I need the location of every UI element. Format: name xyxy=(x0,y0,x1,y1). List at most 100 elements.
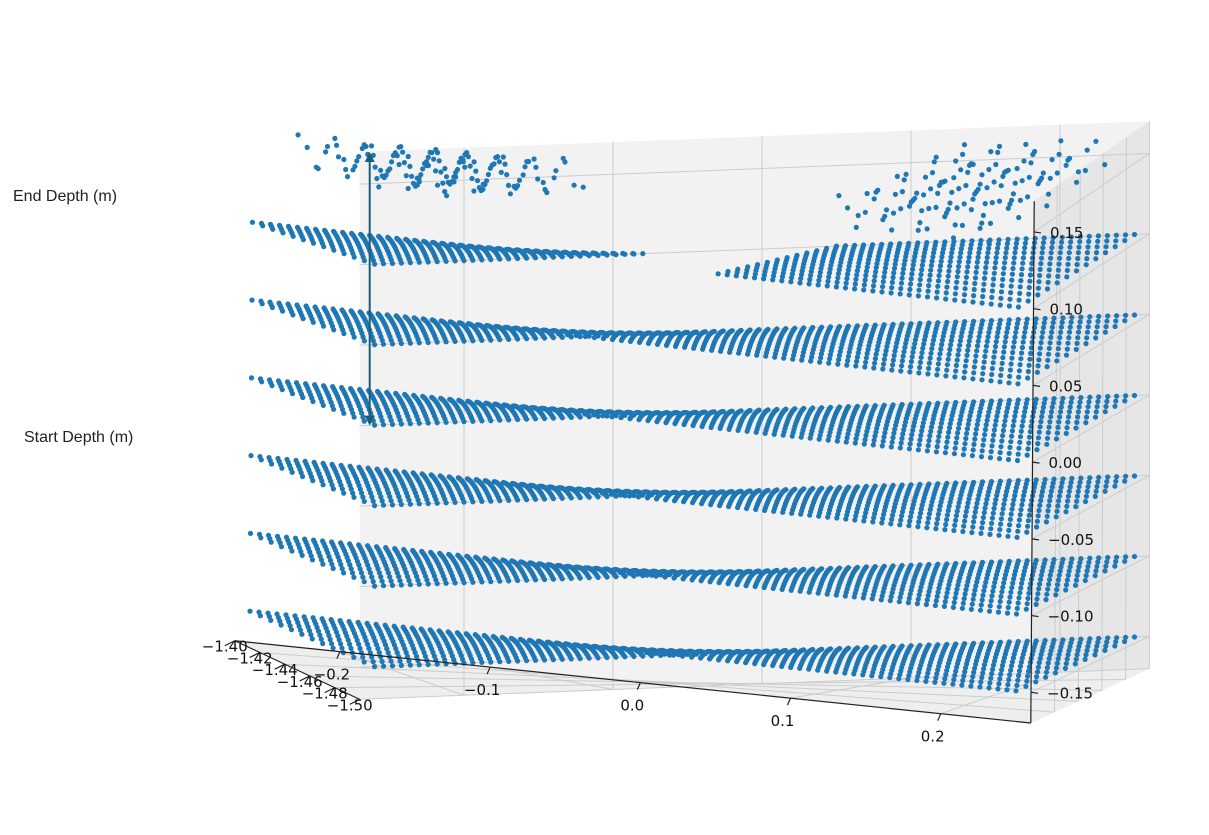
data-point xyxy=(1048,409,1055,415)
data-point xyxy=(978,454,985,460)
data-point xyxy=(1010,580,1016,586)
data-point xyxy=(707,656,713,662)
data-point xyxy=(969,453,976,459)
data-point xyxy=(717,503,723,509)
data-point xyxy=(992,501,998,507)
data-point xyxy=(635,494,642,500)
data-point xyxy=(348,566,354,572)
data-point xyxy=(350,490,356,496)
data-point xyxy=(952,672,958,678)
data-point xyxy=(406,658,412,664)
data-point xyxy=(1004,488,1010,495)
data-point xyxy=(980,592,986,598)
data-point xyxy=(278,622,284,628)
data-point xyxy=(970,674,976,680)
data-point xyxy=(1053,592,1059,598)
data-point xyxy=(926,515,932,521)
data-point xyxy=(380,502,387,508)
data-point xyxy=(1049,564,1055,570)
data-point xyxy=(943,521,949,528)
data-point xyxy=(916,669,922,676)
data-point xyxy=(1029,572,1035,578)
data-point xyxy=(311,537,317,543)
data-point xyxy=(963,665,969,671)
data-point xyxy=(1024,601,1030,607)
data-point xyxy=(327,636,333,643)
data-point xyxy=(258,298,264,304)
data-point xyxy=(1068,560,1074,566)
data-point xyxy=(969,601,975,607)
data-point xyxy=(473,477,479,483)
data-point xyxy=(407,501,413,507)
data-point xyxy=(564,331,571,338)
data-point xyxy=(889,516,895,523)
data-point xyxy=(872,511,878,517)
data-point xyxy=(951,527,957,534)
data-point xyxy=(935,438,941,444)
data-point xyxy=(1012,493,1018,499)
data-point xyxy=(1028,581,1034,587)
data-point xyxy=(374,466,380,472)
data-point xyxy=(1044,435,1051,441)
data-point xyxy=(968,606,975,612)
data-point xyxy=(320,460,326,466)
data-point xyxy=(932,602,939,609)
data-point xyxy=(1067,484,1073,490)
data-point xyxy=(1123,393,1129,399)
data-point xyxy=(833,592,839,598)
data-point xyxy=(1010,655,1017,661)
data-point xyxy=(293,457,299,463)
data-point xyxy=(985,492,991,498)
data-point xyxy=(625,647,632,654)
data-point xyxy=(955,582,961,588)
data-point xyxy=(1053,665,1059,671)
data-point xyxy=(689,577,695,583)
segment-2-0 xyxy=(248,453,1138,540)
data-point xyxy=(853,513,859,519)
data-point xyxy=(935,589,941,595)
data-point xyxy=(355,619,361,626)
data-point xyxy=(320,538,326,544)
data-point xyxy=(964,583,970,589)
data-point xyxy=(928,428,934,434)
data-point xyxy=(1037,576,1044,583)
data-point xyxy=(978,679,984,685)
data-point xyxy=(1074,572,1080,579)
data-point xyxy=(999,438,1005,444)
data-point xyxy=(360,574,366,580)
data-point xyxy=(851,594,857,600)
data-point xyxy=(526,637,533,643)
data-point xyxy=(618,415,624,421)
data-point xyxy=(1004,610,1011,616)
data-point xyxy=(1086,479,1092,485)
data-point xyxy=(626,493,633,499)
data-point xyxy=(960,452,967,458)
data-point xyxy=(347,541,353,547)
data-point xyxy=(938,499,944,505)
data-point xyxy=(980,442,986,448)
data-point xyxy=(1001,422,1007,429)
data-point xyxy=(1047,419,1053,425)
data-point xyxy=(953,590,959,597)
data-point xyxy=(266,455,272,461)
data-point xyxy=(935,516,941,522)
data-point xyxy=(389,663,396,669)
data-point xyxy=(1009,433,1015,439)
data-point xyxy=(945,434,951,440)
data-point xyxy=(397,658,403,664)
data-point xyxy=(572,487,579,493)
data-point xyxy=(1012,413,1018,419)
data-point xyxy=(369,574,375,580)
data-point xyxy=(456,397,462,403)
data-point xyxy=(1084,647,1090,654)
data-point xyxy=(446,551,452,557)
data-point xyxy=(1083,493,1089,499)
data-point xyxy=(1086,639,1092,646)
data-point xyxy=(1022,409,1028,415)
data-point xyxy=(1037,655,1043,662)
data-point xyxy=(1034,596,1040,602)
data-point xyxy=(983,501,989,507)
data-point xyxy=(383,545,389,551)
data-point xyxy=(843,516,849,522)
data-point xyxy=(378,574,384,580)
